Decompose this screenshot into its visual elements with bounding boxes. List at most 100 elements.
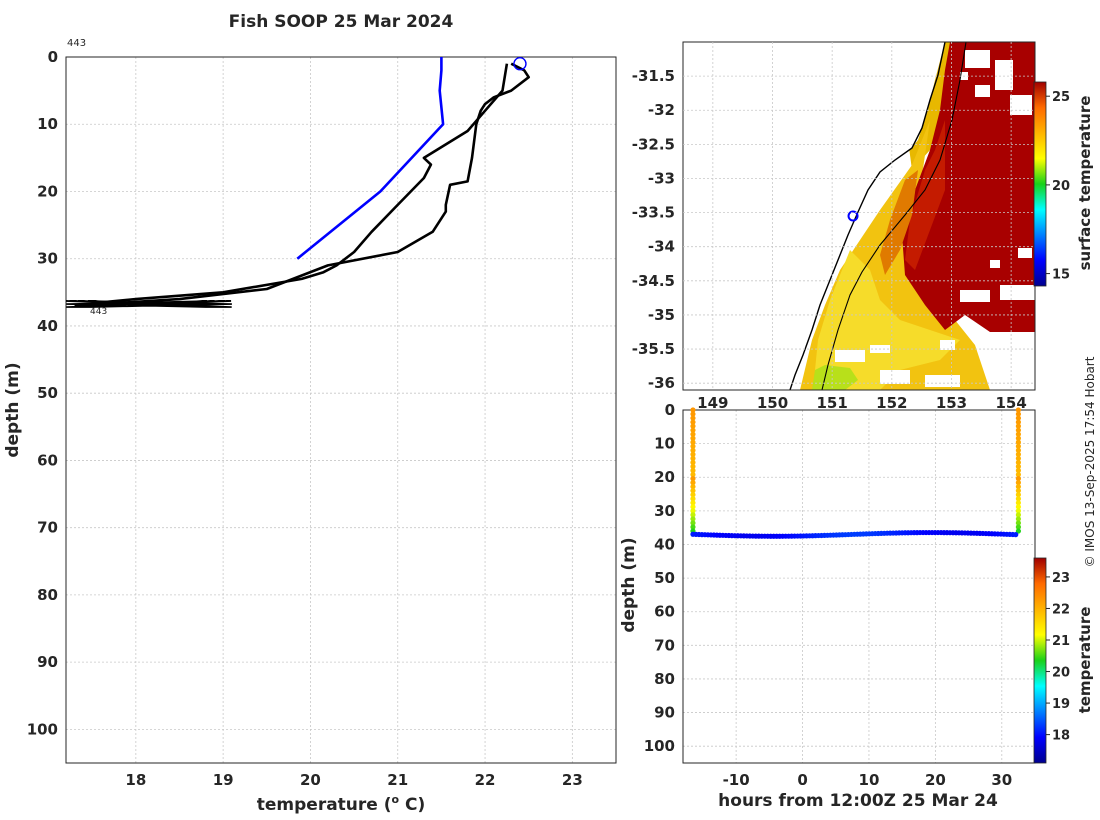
map-lat-tick-label: -34.5 [632,272,675,290]
section-cast-point [1015,447,1021,453]
section-x-tick-label: 30 [991,771,1012,789]
section-cast-point [690,496,696,502]
section-cast-point [690,455,696,462]
profile-x-tick-label: 19 [213,771,234,789]
sst-colorbar-tick-label: 20 [1052,179,1070,194]
section-x-tick-label: 10 [859,771,880,789]
section-cast-point [1015,455,1021,462]
section-cast-point [1015,431,1021,437]
profile-annotation-bottom: 443 [90,307,107,317]
temperature-colorbar-tick-label: 21 [1052,634,1070,649]
profile-line-climatology [296,57,445,260]
sst-map [683,42,1035,390]
section-cast-point [690,407,696,413]
profile-y-tick-label: 10 [37,115,58,133]
section-y-tick-label: 10 [654,435,675,453]
section-cast-point [1015,443,1021,449]
temperature-colorbar [1033,557,1047,764]
section-cast-point [690,524,696,530]
section-cast-point [1015,516,1021,522]
profile-x-axis-label: temperature (o C) [257,793,426,815]
section-cast-point [1015,512,1021,518]
section-cast-point [1015,423,1021,429]
section-y-tick-label: 30 [654,502,675,520]
section-cast-point [690,431,696,437]
section-cast-point [690,443,696,449]
section-cast-point [690,435,696,441]
section-cast-point [690,500,696,506]
temperature-colorbar-tick-label: 22 [1052,602,1070,617]
profile-y-tick-label: 20 [37,182,58,200]
section-cast-point [1015,435,1021,441]
section-cast-point [1015,492,1021,498]
profile-annotation-top: 443 [67,38,86,49]
chart-title: Fish SOOP 25 Mar 2024 [229,12,454,32]
temperature-colorbar-tick-label: 20 [1052,666,1070,681]
section-cast-point [1015,471,1021,478]
temperature-colorbar-tick-label: 23 [1052,571,1070,586]
section-cast-point [690,423,696,429]
section-cast-point [1015,415,1021,421]
section-cast-point [690,415,696,421]
section-cast-point [1015,520,1021,526]
section-cast-point [1015,480,1021,486]
profile-y-tick-label: 40 [37,317,58,335]
section-cast-point [690,451,696,457]
map-lon-tick-label: 154 [995,394,1026,412]
profile-surface-marker [513,57,527,71]
section-cast-point [690,439,696,445]
profile-y-tick-label: 70 [37,519,58,537]
profile-xlabel-text: temperature ( [257,795,392,815]
section-cast-point [1015,504,1021,510]
temperature-colorbar-tick-label: 18 [1052,729,1070,744]
section-cast-point [1015,475,1021,482]
profile-x-tick-label: 23 [562,771,583,789]
sst-colorbar-tick-label: 15 [1052,268,1070,283]
profile-y-tick-label: 60 [37,451,58,469]
section-cast-point [690,492,696,498]
sst-field-eac [902,42,1035,332]
section-cast-point [1015,496,1021,502]
land-mask [683,42,945,390]
section-x-tick-label: 20 [925,771,946,789]
map-lat-tick-label: -32.5 [632,135,675,153]
shelf-edge-contour [821,42,967,390]
section-cast-point [1015,427,1021,433]
map-vessel-marker [847,210,859,222]
section-cast-point [1015,500,1021,506]
section-cast-point [1015,488,1021,494]
section-x-tick-label: 0 [797,771,807,789]
section-y-tick-label: 40 [654,535,675,553]
section-cast-point [1015,528,1021,534]
section-cast-point [690,475,696,482]
sst-field-eac-core [905,120,945,270]
map-lat-tick-label: -33.5 [632,204,675,222]
section-y-tick-label: 60 [654,603,675,621]
profile-y-tick-label: 30 [37,250,58,268]
map-lat-tick-label: -36 [648,374,675,392]
profile-xlabel-suffix: C) [399,795,425,815]
section-cast-point [690,419,696,425]
section-cast-point [690,520,696,526]
section-cast-point [690,480,696,486]
profile-xlabel-sup: o [392,793,400,806]
section-y-tick-label: 70 [654,636,675,654]
profile-y-tick-label: 90 [37,653,58,671]
profile-tow-scribble [66,300,232,308]
section-cast-point [690,488,696,494]
section-cast-point [1015,439,1021,445]
section-cast-point [690,447,696,453]
sst-colorbar-label: surface temperature [1076,96,1094,271]
map-lat-tick-label: -35.5 [632,340,675,358]
map-lon-tick-label: 153 [936,394,967,412]
coastline [789,42,946,390]
profile-y-tick-label: 50 [37,384,58,402]
profile-series [66,57,531,308]
profile-line-profile [74,63,509,308]
section-y-tick-label: 20 [654,468,675,486]
section-cast-point [690,427,696,433]
map-lat-tick-label: -32 [648,101,675,119]
section-x-tick-label: -10 [723,771,750,789]
profile-gridlines [66,56,616,763]
